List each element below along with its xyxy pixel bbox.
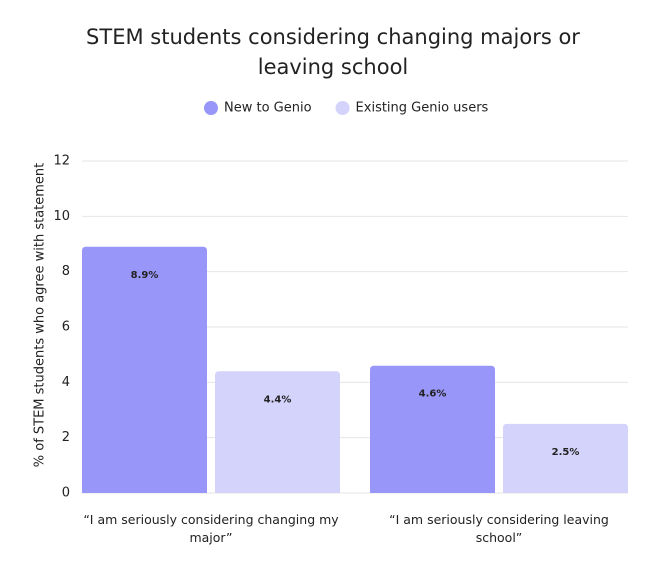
y-tick-label: 4 <box>62 375 70 390</box>
y-tick-label: 2 <box>62 430 70 445</box>
x-tick-label: “I am seriously considering leaving scho… <box>389 512 609 545</box>
y-tick-label: 10 <box>53 209 70 224</box>
legend-label: Existing Genio users <box>356 101 489 116</box>
value-label: 4.6% <box>419 389 447 400</box>
y-axis-label: % of STEM students who agree with statem… <box>33 163 48 468</box>
value-label: 4.4% <box>264 394 292 405</box>
bar <box>215 371 340 493</box>
y-tick-label: 8 <box>62 264 70 279</box>
value-label: 8.9% <box>131 270 159 281</box>
legend-swatch <box>335 101 350 115</box>
y-tick-label: 0 <box>62 486 70 501</box>
y-tick-label: 6 <box>62 320 70 335</box>
chart-title: STEM students considering changing major… <box>86 25 580 79</box>
legend-label: New to Genio <box>224 101 312 116</box>
bar <box>370 365 495 493</box>
value-label: 2.5% <box>552 447 580 458</box>
bar <box>82 246 207 493</box>
x-tick-label: “I am seriously considering changing my … <box>83 512 339 545</box>
legend-swatch <box>204 101 218 115</box>
y-tick-label: 12 <box>53 154 70 169</box>
bar <box>503 423 628 493</box>
